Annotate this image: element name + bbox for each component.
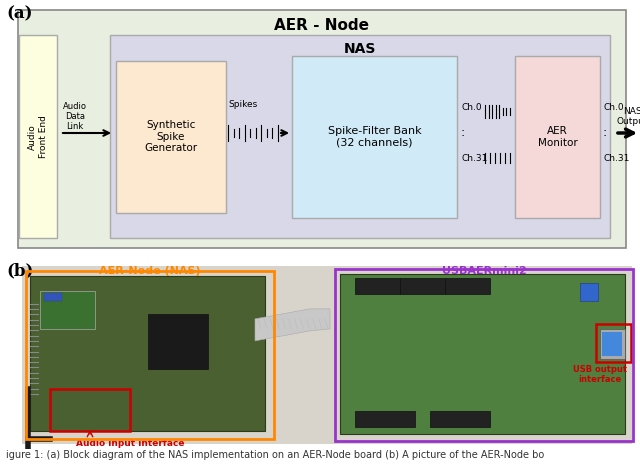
Text: (b): (b) xyxy=(6,262,33,279)
Text: NAS: NAS xyxy=(344,42,376,56)
Bar xyxy=(445,278,490,294)
Bar xyxy=(340,274,625,434)
Bar xyxy=(30,276,265,431)
Text: Audio
Front End: Audio Front End xyxy=(28,115,48,158)
Bar xyxy=(18,10,626,248)
Bar xyxy=(116,61,226,213)
Bar xyxy=(430,411,490,427)
Bar xyxy=(515,56,600,218)
Text: Ch.0: Ch.0 xyxy=(461,103,482,112)
Text: :: : xyxy=(461,126,465,140)
Text: AER-Node (NAS): AER-Node (NAS) xyxy=(99,266,201,276)
Bar xyxy=(26,271,274,439)
Text: AER
Monitor: AER Monitor xyxy=(538,126,577,148)
Text: Spike-Filter Bank
(32 channels): Spike-Filter Bank (32 channels) xyxy=(328,126,421,148)
Bar xyxy=(600,329,625,359)
Text: igure 1: (a) Block diagram of the NAS implementation on an AER-Node board (b) A : igure 1: (a) Block diagram of the NAS im… xyxy=(6,450,545,460)
Bar xyxy=(44,293,62,301)
Bar xyxy=(596,324,631,362)
Text: Audio
Data
Link: Audio Data Link xyxy=(63,102,87,132)
Bar xyxy=(148,314,208,369)
Text: :: : xyxy=(603,126,607,140)
Bar xyxy=(40,291,95,329)
Text: Audio input interface: Audio input interface xyxy=(76,439,184,448)
Bar xyxy=(580,283,598,301)
Text: Ch.31: Ch.31 xyxy=(461,154,488,163)
Bar xyxy=(292,56,457,218)
Bar xyxy=(19,36,57,238)
Bar xyxy=(602,332,622,356)
Text: AER - Node: AER - Node xyxy=(275,18,369,33)
Bar xyxy=(110,36,610,238)
Text: Spikes: Spikes xyxy=(228,100,258,109)
Bar xyxy=(400,278,445,294)
Text: Ch.0: Ch.0 xyxy=(603,103,623,112)
Text: Synthetic
Spike
Generator: Synthetic Spike Generator xyxy=(145,120,198,153)
Text: NAS
Output: NAS Output xyxy=(616,107,640,126)
Polygon shape xyxy=(255,309,330,341)
Bar xyxy=(50,389,130,431)
Text: USBAERmini2: USBAERmini2 xyxy=(442,266,526,276)
Bar xyxy=(355,278,400,294)
Text: Ch.31: Ch.31 xyxy=(603,154,629,163)
Bar xyxy=(335,269,633,441)
Bar xyxy=(355,411,415,427)
Text: (a): (a) xyxy=(6,5,33,22)
Text: USB output
interface: USB output interface xyxy=(573,365,627,384)
